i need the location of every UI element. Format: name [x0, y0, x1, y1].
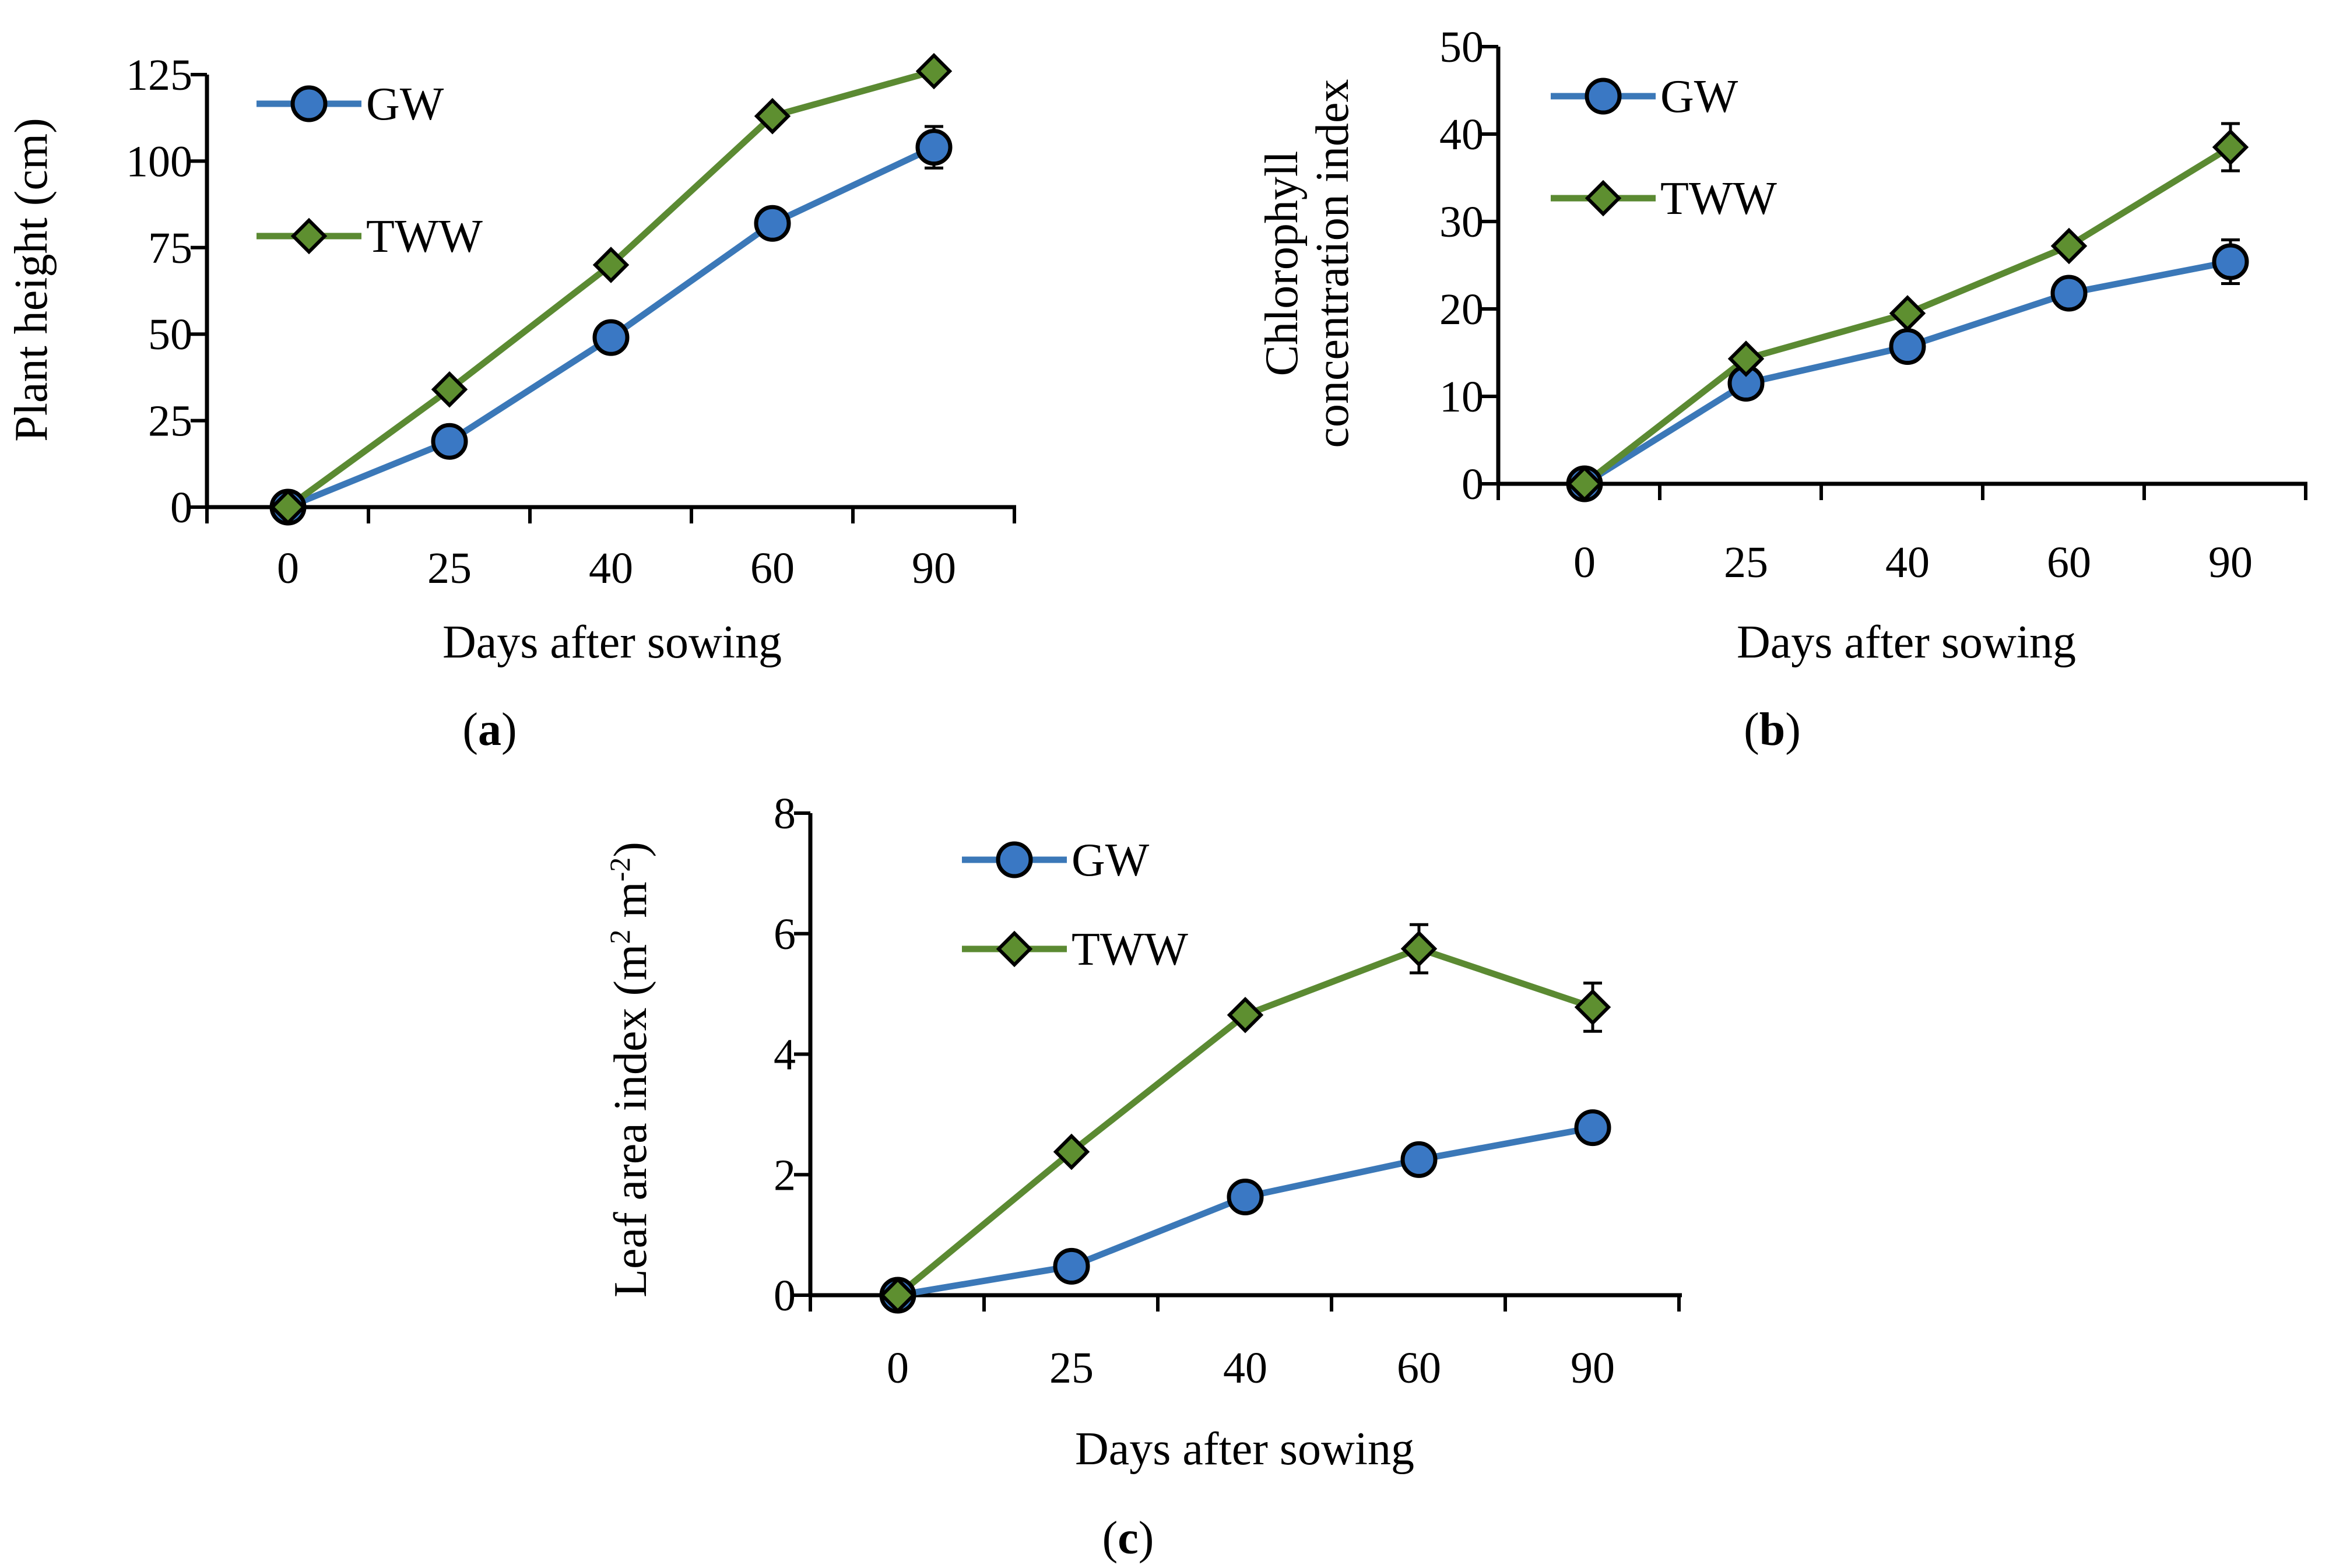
panel-b-caption: (b) [1744, 704, 1801, 755]
panel-b-y-tick-label: 40 [1439, 110, 1484, 159]
panel-c-y-tick-label: 6 [774, 910, 796, 959]
panel-b-y-axis-title-line1: Chlorophyll [1256, 151, 1308, 377]
panel-c-gw-point [1574, 1109, 1611, 1147]
panel-a-tww-point [269, 488, 307, 526]
panel-a-y-axis-title: Plant height (cm) [6, 118, 57, 441]
panel-b-gw-point [2212, 243, 2249, 280]
panel-a-legend-tww-marker [290, 217, 328, 255]
panel-c-legend-tww-label: TWW [1072, 924, 1188, 975]
panel-b-tww-point [1727, 340, 1765, 377]
panel-a-legend: GW TWW [257, 79, 483, 262]
panel-a-tww-point [592, 247, 630, 283]
panel-c-tww-point [879, 1277, 916, 1314]
panel-a-legend-tww-label: TWW [366, 211, 483, 262]
panel-c-y-tick-label: 0 [774, 1271, 796, 1320]
panel-c-tww-point [1574, 989, 1611, 1026]
panel-a-y-tick-label: 50 [148, 310, 192, 359]
panel-b-y-tick-label: 30 [1439, 198, 1484, 247]
panel-c-caption: (c) [1102, 1513, 1154, 1564]
panel-c-tww-point [1227, 997, 1264, 1033]
panel-a-y-tick-label: 0 [170, 483, 192, 532]
panel-a-gw-point [592, 319, 630, 356]
panel-c-x-tick-label: 60 [1397, 1344, 1441, 1393]
panel-b-legend-gw-marker [1585, 78, 1622, 115]
panel-c-tww-point [1053, 1133, 1090, 1170]
panel-b-tww-point [2050, 227, 2088, 265]
panel-b: 0 10 20 30 40 50 0 25 40 60 90 Chlorophyll concent… [1256, 23, 2307, 755]
panel-b-x-tick-label: 40 [1885, 538, 1930, 587]
panel-b-y-axis-title-line2: concentration index [1307, 79, 1358, 448]
panel-b-tww-point [2212, 129, 2249, 166]
panel-c-x-tick-label: 0 [887, 1344, 909, 1393]
panel-b-gw-point [1889, 328, 1926, 365]
panel-c-x-tick-label: 90 [1571, 1344, 1615, 1393]
panel-c-x-tick-label: 40 [1223, 1344, 1267, 1393]
panel-b-gw-point [2050, 275, 2088, 312]
panel-a-tww-point [754, 97, 791, 135]
panel-c-gw-point [1053, 1247, 1090, 1285]
panel-a-legend-gw-marker [290, 85, 328, 122]
panel-c-legend: GW TWW [962, 835, 1188, 975]
panel-a: 0 25 50 75 100 125 0 25 40 60 90 Plant height (cm)… [6, 51, 1016, 755]
panel-c-plot-area: 0 2 4 6 8 0 25 40 60 90 [774, 789, 1682, 1393]
panel-a-x-tick-label: 90 [912, 544, 956, 593]
panel-a-x-tick-label: 40 [589, 544, 633, 593]
panel-c-legend-tww-marker [996, 930, 1033, 968]
panel-b-y-tick-label: 0 [1462, 460, 1484, 509]
panel-a-x-tick-label: 25 [427, 544, 472, 593]
panel-b-tww-point [1889, 295, 1926, 332]
panel-a-plot-area: 0 25 50 75 100 125 0 25 40 60 90 [126, 51, 1016, 593]
panel-b-legend-tww-marker [1585, 180, 1622, 217]
panel-a-tww-point [431, 371, 468, 408]
panel-b-y-tick-label: 20 [1439, 285, 1484, 334]
panel-b-y-tick-label: 50 [1439, 23, 1484, 72]
panel-c-y-axis-title: Leaf area index (m2 m-2) [603, 842, 656, 1298]
panel-b-y-tick-label: 10 [1439, 372, 1484, 421]
panel-b-x-axis-title: Days after sowing [1737, 617, 2076, 668]
panel-c-y-tick-label: 8 [774, 789, 796, 838]
panel-c-legend-gw-marker [996, 841, 1033, 878]
panel-b-tww-point [1566, 465, 1603, 502]
panel-a-x-tick-label: 0 [277, 544, 299, 593]
panel-a-series-tww-line [286, 68, 935, 510]
panel-c-gw-point [1400, 1141, 1438, 1178]
panel-c-y-tick-label: 2 [774, 1151, 796, 1200]
panel-c-y-tick-label: 4 [774, 1031, 796, 1080]
panel-a-gw-point [915, 129, 953, 166]
panel-a-x-axis-title: Days after sowing [442, 617, 782, 668]
panel-a-caption: (a) [462, 704, 517, 755]
panel-a-gw-point [431, 423, 468, 460]
panel-c-x-axis-title: Days after sowing [1075, 1423, 1414, 1475]
panel-c-legend-gw-label: GW [1072, 835, 1150, 886]
panel-a-tww-point [915, 52, 953, 90]
panel-a-x-tick-label: 60 [750, 544, 795, 593]
panel-b-x-tick-label: 60 [2047, 538, 2091, 587]
panel-a-y-tick-label: 25 [148, 397, 192, 446]
panel-a-gw-point [754, 205, 791, 242]
panel-b-legend-tww-label: TWW [1660, 173, 1777, 224]
panel-b-x-tick-label: 25 [1724, 538, 1768, 587]
panel-c-gw-point [1227, 1178, 1264, 1215]
panel-b-series-gw-line [1583, 258, 2232, 487]
panel-b-legend-gw-label: GW [1660, 71, 1738, 122]
panel-b-legend: GW TWW [1551, 71, 1777, 224]
panel-a-y-tick-label: 75 [148, 224, 192, 273]
panel-c-tww-point [1400, 930, 1438, 967]
panel-a-y-tick-label: 125 [126, 51, 192, 100]
panel-b-x-tick-label: 90 [2208, 538, 2253, 587]
panel-b-plot-area: 0 10 20 30 40 50 0 25 40 60 90 [1439, 23, 2307, 587]
panel-a-legend-gw-label: GW [366, 79, 444, 130]
panel-a-y-tick-label: 100 [126, 137, 192, 186]
panel-b-x-tick-label: 0 [1573, 538, 1596, 587]
panel-c-x-tick-label: 25 [1049, 1344, 1094, 1393]
